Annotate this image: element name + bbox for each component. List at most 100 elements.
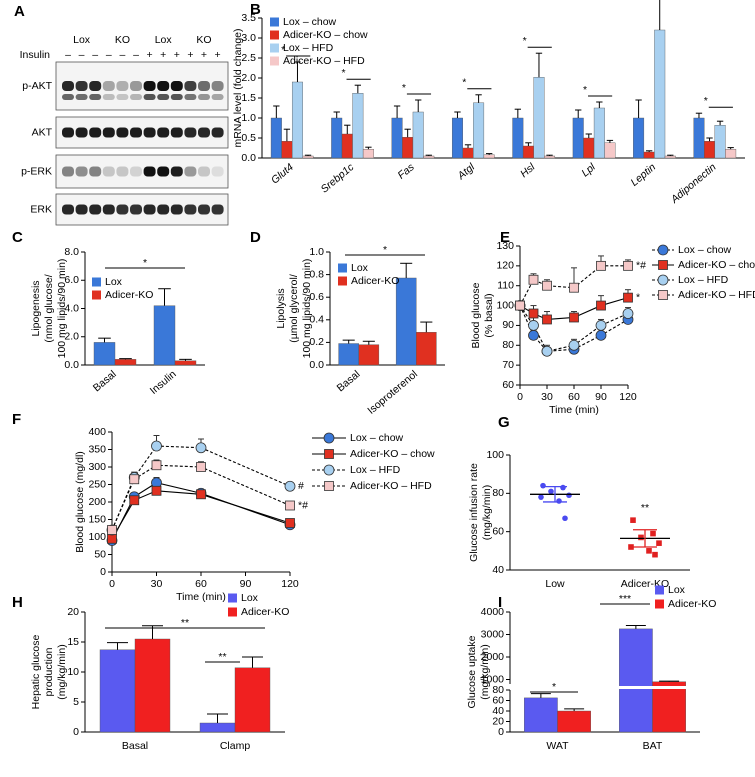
blot-band — [116, 94, 129, 100]
row-label: AKT — [32, 126, 53, 138]
treatment-sign: – — [119, 49, 125, 61]
bar — [114, 359, 137, 366]
data-point — [540, 482, 546, 489]
legend-label: Adicer-KO – HFD — [283, 55, 365, 67]
group-label: Lox — [155, 34, 173, 46]
x-tick-label: 0 — [517, 391, 523, 403]
x-tick-label: Insulin — [148, 368, 179, 397]
bar — [451, 117, 463, 159]
bar — [473, 102, 485, 159]
y-tick-label: 6.0 — [64, 274, 79, 286]
blot-band — [102, 127, 115, 138]
treatment-sign: + — [174, 49, 180, 61]
y-tick-label: 0.0 — [309, 359, 324, 371]
y-tick-label: 40 — [492, 564, 504, 576]
bar — [483, 154, 495, 159]
bar — [352, 92, 364, 159]
data-point — [151, 460, 162, 471]
bar — [291, 81, 303, 159]
data-point — [129, 495, 140, 506]
legend-label: Lox — [668, 584, 686, 596]
y-tick-label: 20 — [67, 606, 79, 618]
data-point — [284, 480, 296, 492]
data-point — [196, 462, 206, 472]
legend-label: Lox – HFD — [283, 42, 334, 54]
data-point — [569, 312, 579, 323]
blot-band — [75, 94, 88, 100]
y-tick-label: 120 — [496, 260, 514, 272]
bar — [593, 107, 605, 159]
annotation: *# — [636, 260, 646, 272]
y-tick-label: 1000 — [481, 673, 505, 685]
legend-swatch — [338, 263, 347, 273]
treatment-sign: + — [187, 49, 193, 61]
legend-swatch — [655, 585, 664, 595]
blot-band — [198, 127, 210, 138]
blot-band — [75, 166, 88, 177]
x-tick-label: BAT — [643, 740, 663, 752]
bar — [281, 140, 293, 159]
bar — [652, 681, 686, 733]
data-point — [542, 280, 552, 291]
y-tick-label: 0 — [100, 566, 106, 578]
y-tick-label: 3000 — [481, 628, 505, 640]
blot-band — [143, 204, 156, 215]
bar — [633, 117, 645, 159]
x-tick-label: Basal — [91, 368, 119, 394]
legend-label: Lox – chow — [678, 244, 732, 256]
bar — [725, 148, 737, 159]
bar — [302, 155, 314, 159]
bar — [412, 111, 424, 159]
legend-label: Lox – chow — [283, 16, 337, 28]
blot-band — [130, 166, 142, 177]
y-axis-label: 100 mg lipids/90 min) — [56, 259, 68, 359]
bar — [174, 360, 197, 366]
y-axis-label: (nmol glucose/ — [43, 274, 55, 342]
x-tick-label: 30 — [541, 391, 553, 403]
bar — [572, 117, 584, 159]
x-tick-label: Srebp1c — [319, 161, 357, 196]
data-point — [596, 260, 606, 271]
y-axis-label: mRNA level (fold change) — [232, 28, 244, 147]
x-tick-label: Glut4 — [269, 161, 296, 186]
blot-band — [102, 204, 115, 215]
y-tick-label: 50 — [94, 548, 106, 560]
significance-label: * — [583, 84, 587, 96]
data-point — [515, 300, 525, 311]
x-tick-label: Fas — [396, 161, 418, 182]
y-tick-label: 3.0 — [241, 32, 256, 44]
y-tick-label: 15 — [67, 636, 79, 648]
data-point — [323, 464, 335, 476]
significance-label: * — [143, 257, 147, 269]
x-tick-label: 30 — [151, 578, 163, 590]
significance-label: * — [281, 44, 285, 56]
data-point — [528, 274, 539, 285]
group-label: KO — [115, 34, 130, 46]
data-point — [569, 282, 579, 293]
y-tick-label: 100 — [88, 531, 106, 543]
blot-band — [170, 94, 183, 100]
panel-letter: G — [498, 414, 510, 431]
legend-swatch — [270, 43, 279, 53]
data-point — [623, 260, 633, 271]
bar — [693, 117, 705, 159]
data-point — [657, 274, 669, 286]
blot-band — [157, 204, 170, 215]
data-point — [324, 449, 334, 459]
y-tick-label: 200 — [88, 496, 106, 508]
data-point — [151, 440, 162, 452]
blot-band — [62, 166, 74, 177]
legend-label: Adicer-KO — [105, 289, 153, 301]
row-label: p-AKT — [22, 80, 52, 92]
significance-label: *** — [619, 593, 631, 605]
treatment-sign: + — [201, 49, 207, 61]
panel-letter: D — [250, 229, 261, 246]
data-point — [528, 329, 539, 341]
bar — [338, 343, 359, 366]
bar — [643, 151, 655, 159]
data-point — [656, 540, 662, 546]
data-point — [548, 488, 554, 495]
y-tick-label: 60 — [492, 694, 504, 706]
blot-band — [157, 127, 170, 138]
y-tick-label: 0.0 — [241, 152, 256, 164]
